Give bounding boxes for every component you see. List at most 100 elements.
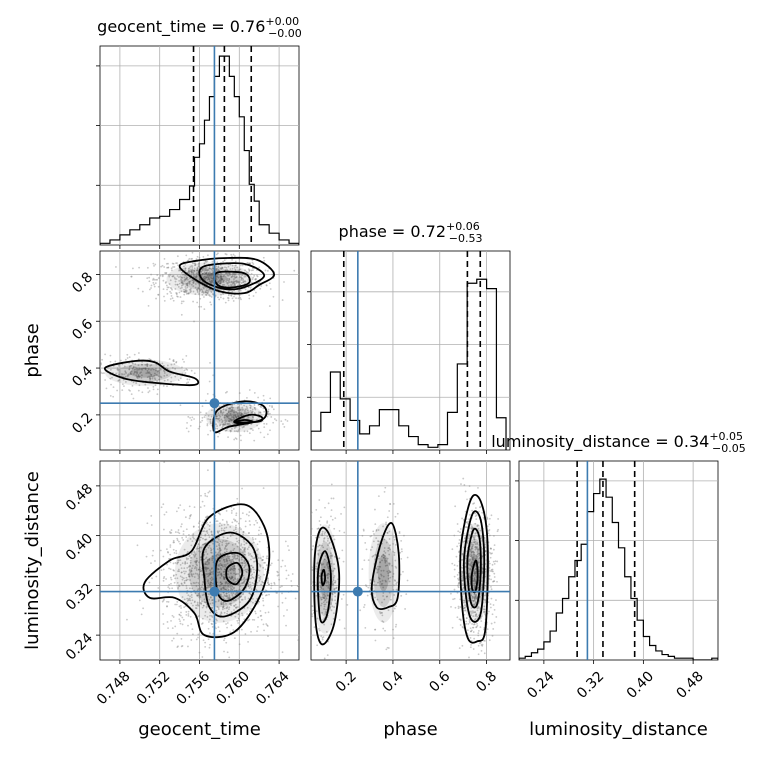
sample-point <box>181 623 184 626</box>
sample-point <box>245 578 248 581</box>
sample-point <box>217 296 219 299</box>
sample-point <box>100 362 103 365</box>
sample-point <box>172 574 175 577</box>
sample-point <box>258 411 260 413</box>
sample-point <box>91 386 93 388</box>
sample-point <box>242 582 245 584</box>
sample-point <box>181 282 183 285</box>
sample-point <box>101 372 104 375</box>
sample-point <box>210 291 213 294</box>
sample-point <box>178 279 181 282</box>
sample-point <box>256 274 258 277</box>
sample-point <box>257 548 260 551</box>
sample-point <box>132 362 134 365</box>
sample-point <box>262 558 264 561</box>
sample-point <box>198 568 201 571</box>
sample-point <box>145 372 148 375</box>
sample-point <box>146 363 149 366</box>
sample-point <box>220 275 223 278</box>
sample-point <box>400 539 403 542</box>
sample-point <box>243 559 246 562</box>
sample-point <box>260 406 263 408</box>
sample-point <box>205 272 208 274</box>
sample-point <box>255 419 258 421</box>
sample-point <box>172 262 175 265</box>
sample-point <box>200 586 203 589</box>
sample-point <box>253 274 256 277</box>
sample-point <box>249 409 252 412</box>
sample-point <box>203 276 206 278</box>
sample-point <box>161 362 164 365</box>
sample-point <box>182 530 185 533</box>
sample-points <box>124 461 299 659</box>
sample-point <box>471 509 474 512</box>
sample-point <box>169 546 172 548</box>
sample-point <box>178 291 181 294</box>
sample-point <box>228 559 231 562</box>
sample-point <box>223 573 226 576</box>
sample-point <box>243 548 246 551</box>
sample-point <box>167 266 170 269</box>
sample-point <box>477 644 480 647</box>
sample-point <box>230 409 233 411</box>
sample-point <box>203 296 205 298</box>
sample-point <box>215 423 218 426</box>
sample-point <box>465 623 468 625</box>
sample-point <box>226 606 229 608</box>
sample-point <box>183 360 185 363</box>
sample-point <box>132 397 135 400</box>
sample-point <box>94 362 96 364</box>
sample-point <box>179 542 181 545</box>
sample-point <box>191 416 194 419</box>
sample-point <box>273 583 276 585</box>
sample-point <box>231 558 234 561</box>
sample-point <box>204 645 207 648</box>
sample-point <box>250 554 253 557</box>
sample-point <box>233 529 235 532</box>
sample-point <box>199 278 201 281</box>
sample-point <box>217 512 220 514</box>
sample-point <box>217 277 220 279</box>
sample-point <box>221 266 223 269</box>
sample-point <box>181 562 184 565</box>
sample-point <box>226 297 229 299</box>
sample-point <box>157 375 160 378</box>
sample-point <box>193 551 196 554</box>
sample-point <box>315 508 318 511</box>
sample-point <box>237 414 240 417</box>
sample-point <box>179 559 182 562</box>
sample-point <box>270 584 273 587</box>
sample-point <box>168 275 171 278</box>
sample-point <box>208 618 211 621</box>
sample-point <box>232 560 235 563</box>
sample-point <box>208 380 211 383</box>
sample-point <box>239 601 241 604</box>
sample-point <box>196 290 199 292</box>
sample-point <box>193 567 196 570</box>
sample-point <box>103 372 105 374</box>
sample-point <box>188 269 191 272</box>
sample-point <box>223 527 226 530</box>
sample-point <box>159 375 162 378</box>
sample-point <box>209 273 212 275</box>
sample-point <box>271 273 274 276</box>
sample-point <box>184 267 187 270</box>
sample-point <box>138 384 141 387</box>
sample-point <box>201 269 204 272</box>
sample-point <box>211 289 214 292</box>
sample-point <box>230 419 233 422</box>
sample-point <box>204 516 207 519</box>
sample-point <box>487 532 490 535</box>
sample-point <box>161 264 164 267</box>
sample-point <box>198 293 200 295</box>
sample-point <box>245 570 248 573</box>
sample-point <box>326 654 329 657</box>
sample-point <box>196 288 198 291</box>
sample-point <box>171 587 174 590</box>
sample-point <box>220 611 223 614</box>
sample-point <box>202 287 205 290</box>
sample-point <box>250 269 253 272</box>
sample-point <box>223 564 226 566</box>
sample-point <box>494 560 497 563</box>
sample-point <box>334 517 337 520</box>
